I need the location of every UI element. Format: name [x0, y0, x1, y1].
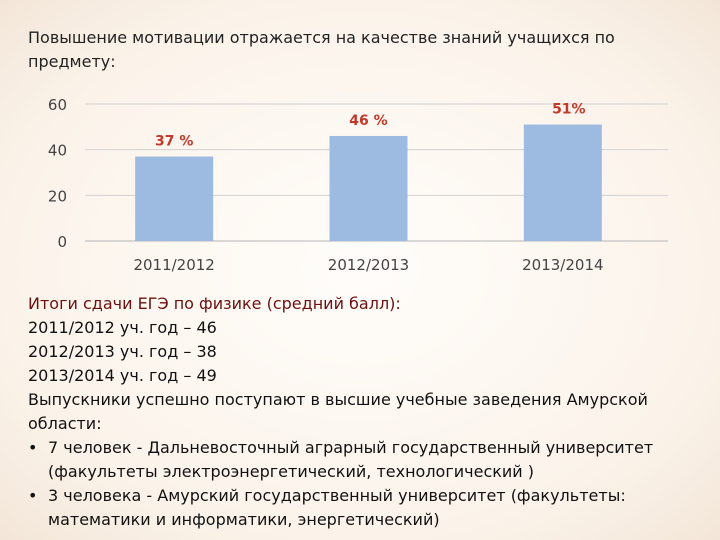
result-line: 2013/2014 уч. год – 49: [28, 366, 217, 385]
bullet-line: 7 человек - Дальневосточный аграрный гос…: [48, 438, 654, 457]
bullet-line: математики и информатики, энергетический…: [48, 510, 440, 529]
y-tick-label: 60: [48, 96, 67, 114]
y-tick-label: 20: [48, 187, 67, 205]
data-label: 37 %: [155, 134, 193, 150]
bullet-icon: •: [28, 486, 38, 505]
result-line: 2012/2013 уч. год – 38: [28, 342, 217, 361]
bullet-line: (факультеты электроэнергетический, техно…: [48, 462, 535, 481]
university-bullet: • 3 человека - Амурский государственный …: [28, 484, 688, 532]
graduates-line: Выпускники успешно поступают в высшие уч…: [28, 390, 648, 409]
results-title: Итоги сдачи ЕГЭ по физике (средний балл)…: [28, 294, 401, 313]
data-label: 51%: [552, 102, 586, 118]
y-tick-label: 40: [48, 142, 67, 160]
results-text: Итоги сдачи ЕГЭ по физике (средний балл)…: [28, 292, 688, 532]
graduates-line: области:: [28, 414, 102, 433]
bar: [523, 124, 602, 241]
bar-chart: 0 20 40 60 37 % 2011/2012 46 % 2012/2013 51% 2013…: [48, 96, 668, 274]
data-label: 46 %: [349, 113, 387, 129]
slide-heading: Повышение мотивации отражается на качест…: [28, 28, 615, 71]
bullet-icon: •: [28, 438, 38, 457]
university-bullet: • 7 человек - Дальневосточный аграрный г…: [28, 436, 688, 484]
x-tick-label: 2012/2013: [328, 256, 409, 274]
y-tick-label: 0: [57, 233, 67, 251]
x-tick-label: 2013/2014: [522, 256, 603, 274]
bullet-line: 3 человека - Амурский государственный ун…: [48, 486, 626, 505]
result-line: 2011/2012 уч. год – 46: [28, 318, 217, 337]
bar: [135, 156, 214, 241]
bar: [329, 135, 408, 241]
x-tick-label: 2011/2012: [133, 256, 214, 274]
